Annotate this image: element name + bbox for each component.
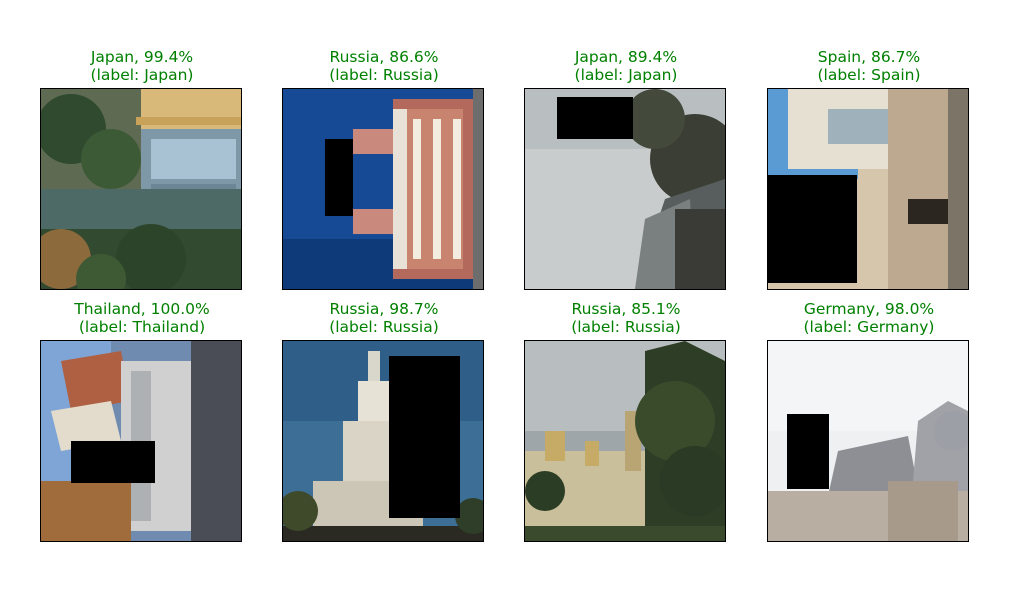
panel-caption: Russia, 85.1% (label: Russia)	[496, 300, 756, 336]
prediction-text: Russia, 86.6%	[329, 48, 439, 66]
photo-japan-pavilion	[40, 88, 242, 290]
photo-spain-buildings	[767, 88, 969, 290]
prediction-text: Japan, 89.4%	[574, 48, 678, 66]
panel-caption: Russia, 86.6% (label: Russia)	[254, 48, 514, 84]
label-text: (label: Japan)	[90, 66, 194, 84]
label-text: (label: Japan)	[574, 66, 678, 84]
photo-russia-building	[282, 88, 484, 290]
panel-6: Russia, 98.7% (label: Russia)	[254, 300, 514, 560]
photo-japan-pagoda	[524, 88, 726, 290]
photo-thailand-temple	[40, 340, 242, 542]
label-text: (label: Spain)	[817, 66, 921, 84]
panel-caption: Spain, 86.7% (label: Spain)	[739, 48, 999, 84]
prediction-text: Russia, 85.1%	[571, 300, 681, 318]
prediction-text: Spain, 86.7%	[817, 48, 921, 66]
panel-8: Germany, 98.0% (label: Germany)	[739, 300, 999, 560]
panel-1: Japan, 99.4% (label: Japan)	[12, 48, 272, 308]
prediction-text: Thailand, 100.0%	[74, 300, 210, 318]
label-text: (label: Russia)	[571, 318, 681, 336]
label-text: (label: Germany)	[803, 318, 935, 336]
panel-caption: Germany, 98.0% (label: Germany)	[739, 300, 999, 336]
prediction-text: Russia, 98.7%	[329, 300, 439, 318]
panel-caption: Thailand, 100.0% (label: Thailand)	[12, 300, 272, 336]
label-text: (label: Thailand)	[78, 318, 206, 336]
panel-caption: Japan, 89.4% (label: Japan)	[496, 48, 756, 84]
prediction-text: Germany, 98.0%	[803, 300, 935, 318]
panel-7: Russia, 85.1% (label: Russia)	[496, 300, 756, 560]
photo-russia-white-church	[282, 340, 484, 542]
panel-2: Russia, 86.6% (label: Russia)	[254, 48, 514, 308]
panel-caption: Russia, 98.7% (label: Russia)	[254, 300, 514, 336]
panel-5: Thailand, 100.0% (label: Thailand)	[12, 300, 272, 560]
panel-4: Spain, 86.7% (label: Spain)	[739, 48, 999, 308]
prediction-text: Japan, 99.4%	[90, 48, 194, 66]
panel-3: Japan, 89.4% (label: Japan)	[496, 48, 756, 308]
label-text: (label: Russia)	[329, 318, 439, 336]
photo-germany-cathedral	[767, 340, 969, 542]
photo-russia-church-trees	[524, 340, 726, 542]
label-text: (label: Russia)	[329, 66, 439, 84]
panel-caption: Japan, 99.4% (label: Japan)	[12, 48, 272, 84]
